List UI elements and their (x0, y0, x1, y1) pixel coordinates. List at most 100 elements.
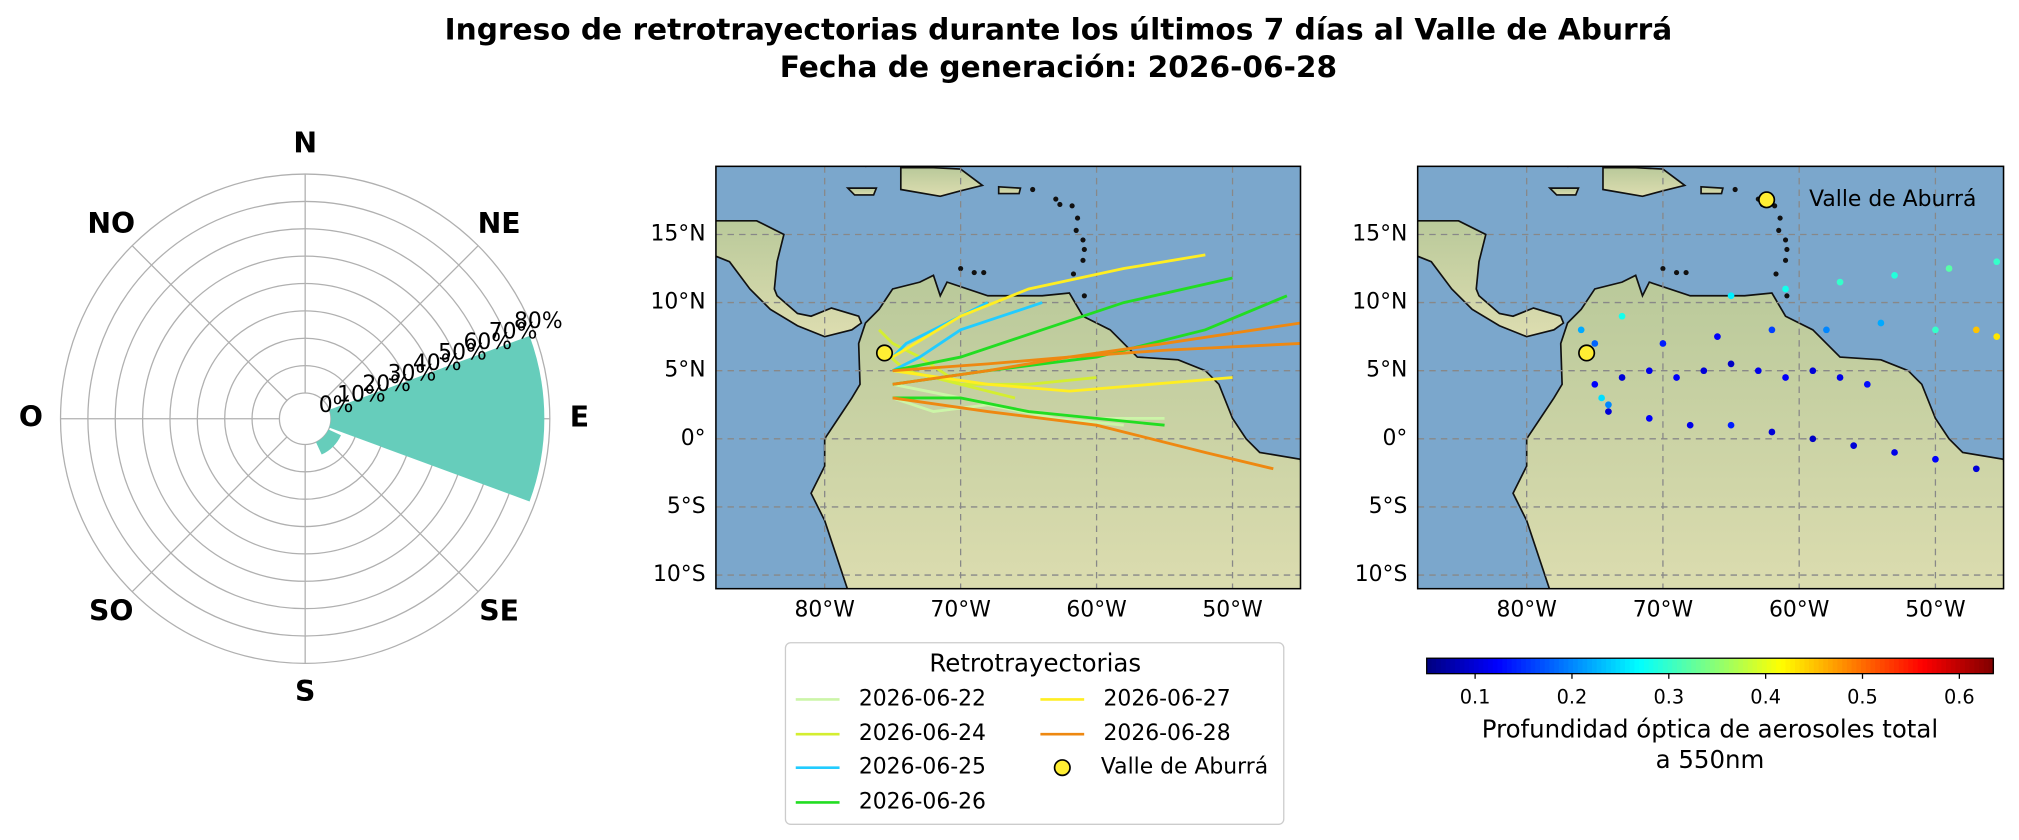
colorbar-cell (1502, 658, 1508, 674)
aod-point (1932, 326, 1939, 334)
aod-point (1754, 367, 1762, 375)
aod-point (1605, 408, 1612, 415)
colorbar-cell (1964, 658, 1971, 674)
colorbar-cell (1577, 658, 1584, 674)
colorbar-cell (1544, 658, 1551, 674)
aod-point (1823, 326, 1830, 334)
island (1057, 201, 1063, 208)
colorbar-tick-label: 0.4 (1750, 686, 1781, 709)
colorbar-cell (1898, 658, 1905, 674)
land (715, 219, 863, 338)
colorbar-cell (1521, 658, 1527, 674)
aod-point (1891, 449, 1898, 456)
colorbar-cell (1804, 658, 1810, 674)
map-area (715, 166, 1301, 589)
direction-label: E (570, 401, 589, 434)
colorbar-cell (1728, 658, 1735, 674)
colorbar-cell (1676, 658, 1683, 674)
island (1080, 237, 1086, 243)
colorbar-cell (1969, 658, 1976, 674)
colorbar-cell (1492, 658, 1499, 674)
colorbar-cell (1738, 658, 1744, 674)
aod-point (1591, 340, 1599, 347)
subtitle: Fecha de generación: 2026-06-28 (780, 50, 1337, 84)
y-tick-label: 15°N (650, 221, 705, 246)
x-tick-label: 70°W (930, 598, 990, 623)
colorbar-cell (1549, 658, 1555, 674)
colorbar-cell (1903, 658, 1910, 674)
grid-ring (59, 173, 551, 665)
aod-point (1863, 380, 1871, 388)
colorbar-cell (1813, 658, 1820, 674)
island (1070, 271, 1077, 277)
legend-label: 2026-06-28 (1103, 721, 1230, 746)
colorbar-cell (1615, 658, 1622, 674)
colorbar-cell (1846, 658, 1853, 674)
colorbar-cell (1672, 658, 1678, 674)
y-tick-label: 10°N (650, 290, 705, 315)
colorbar-cell (1464, 658, 1470, 674)
colorbar-cell (1445, 658, 1452, 674)
island (1777, 215, 1783, 221)
colorbar-cell (1743, 658, 1749, 674)
direction-label: N (293, 126, 317, 159)
aod-point (1891, 271, 1898, 279)
y-tick-label: 5°S (1369, 494, 1408, 519)
aod-point (1809, 435, 1817, 443)
colorbar-cell (1469, 658, 1475, 674)
legend-label: Valle de Aburrá (1101, 755, 1268, 780)
map-frame (1416, 165, 2005, 590)
aod-point (1645, 415, 1653, 422)
island (1081, 246, 1087, 253)
legend-label: 2026-06-22 (859, 686, 986, 711)
colorbar-cell (1620, 658, 1626, 674)
land (1417, 219, 1565, 338)
aod-point (1768, 326, 1776, 334)
colorbar-cell (1601, 658, 1607, 674)
colorbar-cell (1667, 658, 1673, 674)
colorbar-cell (1573, 658, 1579, 674)
colorbar-tick-label: 0.6 (1944, 686, 1975, 709)
colorbar-cell (1927, 658, 1933, 674)
colorbar-cell (1719, 658, 1725, 674)
colorbar-cell (1818, 658, 1825, 674)
colorbar-cell (1459, 658, 1466, 674)
island (1069, 203, 1075, 209)
colorbar-cell (1473, 658, 1480, 674)
aod-point (1993, 333, 2001, 340)
island (1782, 257, 1789, 263)
colorbar-cell (1681, 658, 1688, 674)
y-tick-label: 5°S (667, 494, 706, 519)
colorbar-cell (1922, 658, 1928, 674)
colorbar-cell (1563, 658, 1570, 674)
wedge (315, 429, 341, 455)
colorbar-cell (1733, 658, 1740, 674)
colorbar-cell (1884, 658, 1891, 674)
aod-point (1945, 265, 1953, 272)
island (1784, 293, 1790, 299)
trajectory (892, 342, 1301, 373)
colorbar-cell (1426, 658, 1433, 674)
y-tick-label: 5°N (664, 358, 705, 383)
island (1030, 186, 1036, 193)
aod-point (1659, 340, 1667, 347)
legend-label: 2026-06-25 (859, 755, 986, 780)
land (1700, 185, 1724, 195)
land (1602, 166, 1687, 198)
land (1547, 187, 1580, 196)
island (1782, 237, 1789, 243)
aod-point (1727, 292, 1735, 300)
colorbar-cell (1525, 658, 1532, 674)
colorbar-cell (1766, 658, 1773, 674)
x-tick-label: 50°W (1202, 598, 1262, 623)
colorbar-cell (1662, 658, 1669, 674)
land (1564, 166, 1579, 168)
aod-point (1618, 374, 1626, 381)
y-tick-label: 0° (1383, 426, 1408, 451)
colorbar-cell (1761, 658, 1768, 674)
colorbar-cell (1506, 658, 1513, 674)
y-tick-label: 5°N (1366, 358, 1407, 383)
colorbar-cell (1455, 658, 1461, 674)
colorbar-cell (1794, 658, 1801, 674)
